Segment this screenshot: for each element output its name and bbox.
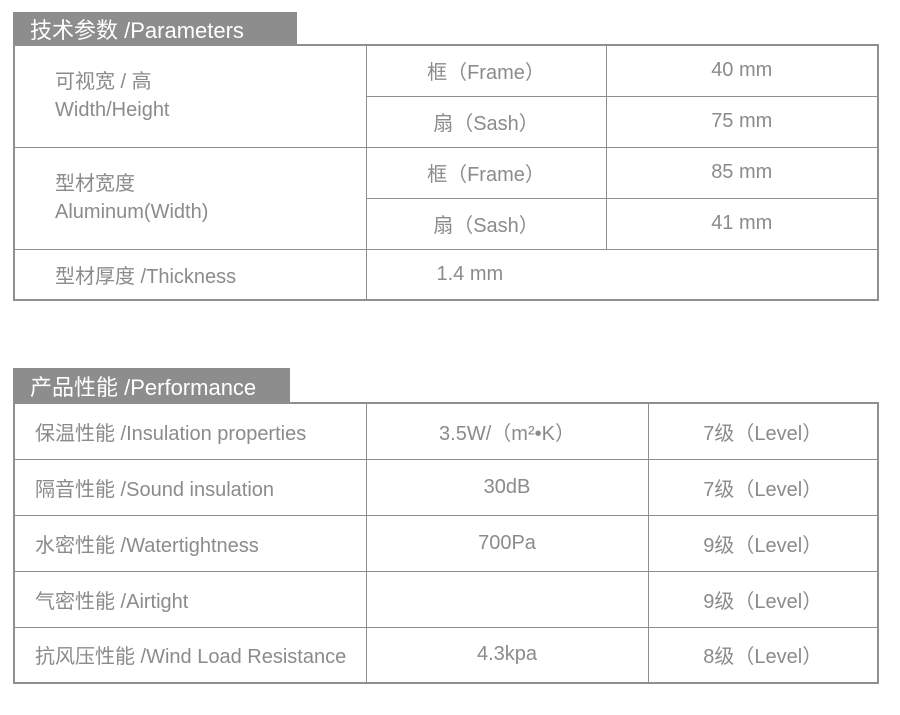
perf-level-windload: 8级（Level） — [647, 626, 879, 684]
parameters-section-title: 技术参数 /Parameters — [13, 12, 297, 45]
param-label-zh: 可视宽 / 高 — [55, 71, 152, 94]
param-value-frame: 40 mm — [605, 44, 879, 97]
perf-level-sound: 7级（Level） — [647, 458, 879, 516]
table-row: 型材厚度 /Thickness 1.4 mm — [13, 248, 879, 301]
param-label-zh: 型材宽度 — [55, 173, 135, 195]
perf-label-windload: 抗风压性能 /Wind Load Resistance — [13, 626, 367, 684]
perf-value-insulation: 3.5W/（m²•K） — [365, 402, 649, 460]
param-label-thickness: 型材厚度 /Thickness — [13, 248, 367, 301]
param-part-frame: 框（Frame） — [365, 44, 607, 97]
param-label-en: Width/Height — [55, 99, 170, 122]
perf-value-watertight: 700Pa — [365, 514, 649, 572]
table-row: 气密性能 /Airtight 9级（Level） — [13, 570, 879, 628]
param-label-en: Aluminum(Width) — [55, 201, 209, 223]
param-part-sash: 扇（Sash） — [365, 197, 607, 250]
perf-level-watertight: 9级（Level） — [647, 514, 879, 572]
param-value-sash: 41 mm — [605, 197, 879, 250]
perf-label-airtight: 气密性能 /Airtight — [13, 570, 367, 628]
param-part-sash: 扇（Sash） — [365, 95, 607, 148]
perf-level-insulation: 7级（Level） — [647, 402, 879, 460]
param-value-sash: 75 mm — [605, 95, 879, 148]
perf-value-sound: 30dB — [365, 458, 649, 516]
perf-level-airtight: 9级（Level） — [647, 570, 879, 628]
perf-label-watertight: 水密性能 /Watertightness — [13, 514, 367, 572]
table-row: 水密性能 /Watertightness 700Pa 9级（Level） — [13, 514, 879, 572]
param-value-frame: 85 mm — [605, 146, 879, 199]
param-value-thickness: 1.4 mm — [365, 248, 879, 301]
perf-label-insulation: 保温性能 /Insulation properties — [13, 402, 367, 460]
performance-section-title: 产品性能 /Performance — [13, 368, 290, 403]
table-row: 隔音性能 /Sound insulation 30dB 7级（Level） — [13, 458, 879, 516]
performance-table: 保温性能 /Insulation properties 3.5W/（m²•K） … — [13, 402, 879, 684]
param-part-frame: 框（Frame） — [365, 146, 607, 199]
table-row: 抗风压性能 /Wind Load Resistance 4.3kpa 8级（Le… — [13, 626, 879, 684]
table-row: 可视宽 / 高 Width/Height 框（Frame） 40 mm — [13, 44, 879, 148]
param-label-width-height: 可视宽 / 高 Width/Height — [13, 44, 367, 148]
table-row: 扇（Sash） 41 mm — [14, 197, 879, 250]
parameters-table: 可视宽 / 高 Width/Height 框（Frame） 40 mm 扇（Sa… — [13, 44, 879, 301]
perf-label-sound: 隔音性能 /Sound insulation — [13, 458, 367, 516]
perf-value-airtight — [365, 570, 649, 628]
table-row: 型材宽度 Aluminum(Width) 框（Frame） 85 mm — [13, 146, 879, 250]
table-row: 扇（Sash） 75 mm — [14, 95, 879, 148]
table-row: 保温性能 /Insulation properties 3.5W/（m²•K） … — [13, 402, 879, 460]
param-label-aluminum-width: 型材宽度 Aluminum(Width) — [13, 146, 367, 250]
perf-value-windload: 4.3kpa — [365, 626, 649, 684]
